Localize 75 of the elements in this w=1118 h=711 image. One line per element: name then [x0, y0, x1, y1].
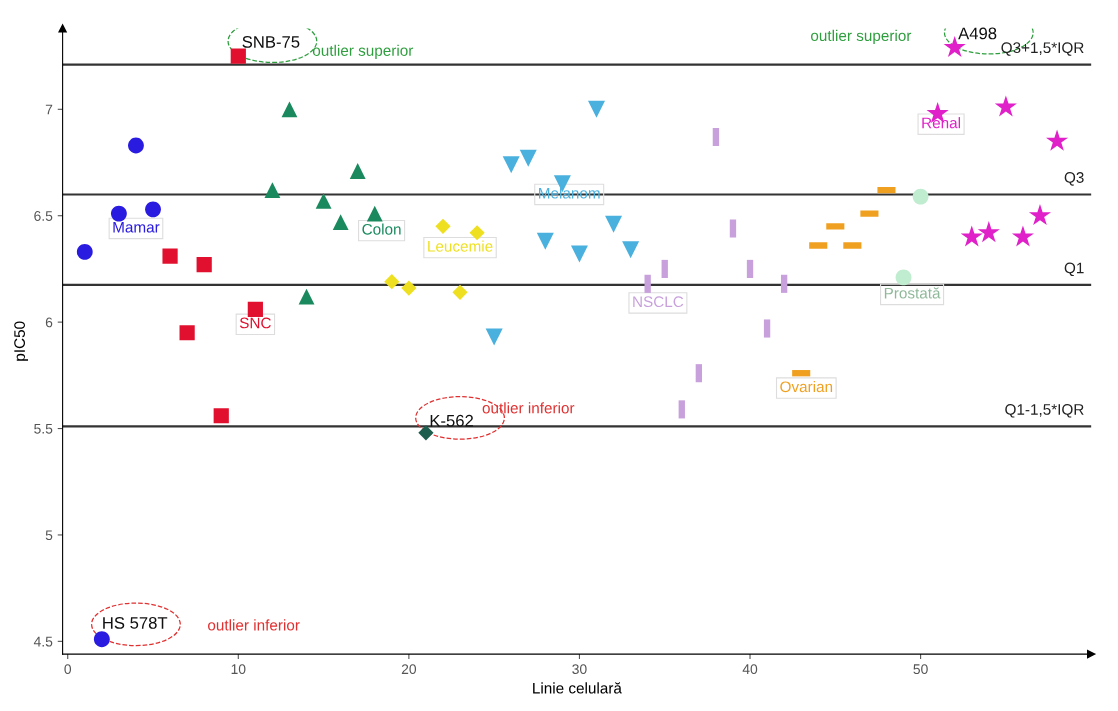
x-tick-label: 20 [401, 664, 417, 675]
point [349, 163, 366, 179]
ref-line-label: Q1 [1064, 262, 1084, 277]
annotation: outlier superior [312, 44, 414, 59]
annotation: outlier inferior [208, 619, 300, 631]
point [247, 301, 263, 317]
series-label: Prostată [884, 287, 941, 299]
point [418, 425, 434, 441]
series-label: SNC [239, 317, 271, 329]
point [401, 280, 417, 296]
point [110, 205, 127, 222]
point [605, 215, 623, 233]
point [1028, 204, 1052, 226]
series-label: Colon [362, 223, 401, 235]
point [895, 269, 912, 286]
point [93, 631, 110, 648]
point [502, 156, 520, 174]
point [179, 325, 195, 341]
point [315, 192, 332, 209]
point [519, 149, 537, 167]
point [994, 95, 1017, 117]
point [1046, 129, 1069, 151]
y-tick-label: 6 [45, 317, 53, 328]
point [977, 221, 1000, 243]
point [1011, 225, 1034, 247]
point [264, 182, 281, 199]
point [570, 245, 588, 263]
series-label: NSCLC [633, 296, 684, 308]
annotation: outlier superior [811, 29, 912, 45]
point [230, 48, 246, 64]
x-tick-label: 10 [231, 664, 246, 675]
point [536, 232, 554, 250]
series-label: Mamar [113, 221, 160, 233]
series-label: Leucemie [428, 240, 493, 252]
x-tick-label: 0 [64, 664, 72, 675]
point [196, 257, 212, 273]
ref-line-label: Q3 [1064, 172, 1084, 186]
y-axis-title: pIC50 [14, 321, 29, 361]
point [298, 288, 315, 305]
series-label: Melanom [539, 187, 600, 199]
x-tick-label: 30 [572, 664, 587, 675]
annotation: outlier inferior [482, 402, 575, 414]
point [588, 100, 606, 118]
y-tick-label: 7 [45, 104, 53, 115]
point [452, 284, 468, 300]
point [366, 205, 383, 222]
point [960, 225, 983, 247]
y-tick-label: 5.5 [34, 424, 53, 434]
y-tick-label: 6.5 [34, 211, 53, 221]
point [435, 218, 451, 234]
annotation: SNB-75 [242, 36, 300, 48]
point [281, 101, 298, 118]
point [76, 243, 93, 260]
ref-line-label: Q3+1,5*IQR [1001, 42, 1084, 56]
annotation: A498 [958, 27, 997, 40]
point [128, 137, 144, 154]
x-tick-label: 40 [742, 664, 758, 675]
point [213, 408, 229, 424]
y-tick-label: 5 [45, 530, 53, 541]
point [162, 248, 178, 264]
x-tick-label: 50 [913, 664, 928, 675]
series-label: Renal [922, 117, 960, 129]
point [332, 214, 349, 231]
annotation: HS 578T [103, 617, 168, 629]
point [469, 225, 485, 241]
point [622, 241, 640, 259]
ref-line-label: Q1-1,5*IQR [1005, 404, 1084, 418]
point [145, 201, 161, 218]
annotation: K-562 [430, 414, 473, 427]
point [912, 188, 929, 205]
x-axis-title: Linie celulară [533, 682, 622, 694]
point [485, 328, 503, 346]
series-label: Ovarian [780, 380, 833, 393]
point [384, 274, 400, 290]
y-tick-label: 4.5 [33, 636, 53, 647]
